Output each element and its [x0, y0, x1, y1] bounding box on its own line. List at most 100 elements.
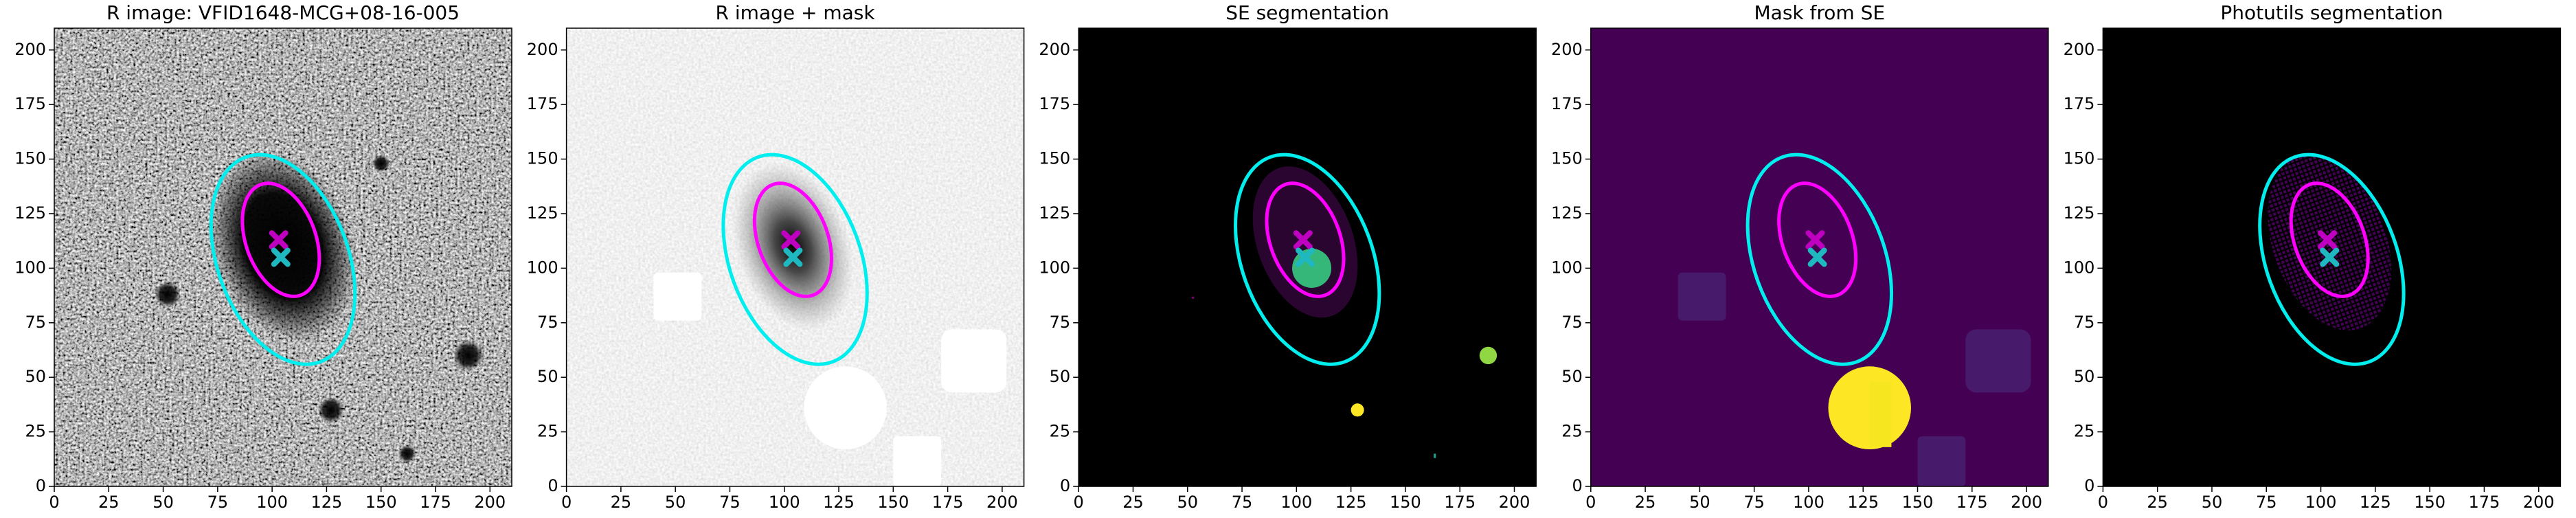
- x-tick-label: 200: [2523, 493, 2555, 512]
- y-tick-label: 0: [547, 476, 558, 495]
- y-tick-label: 175: [14, 94, 46, 113]
- y-tick-label: 50: [1561, 367, 1583, 386]
- x-tick-label: 200: [986, 493, 1018, 512]
- y-tick-label: 125: [527, 203, 558, 223]
- y-tick-label: 100: [1039, 258, 1070, 277]
- panel-title: Photutils segmentation: [2220, 1, 2443, 24]
- aperture-ellipse: [721, 153, 869, 366]
- center-marker: [783, 247, 803, 267]
- x-tick-label: 75: [1232, 493, 1253, 512]
- y-tick-label: 200: [527, 40, 558, 59]
- y-tick-label: 50: [2074, 367, 2095, 386]
- x-tick-label: 75: [207, 493, 229, 512]
- y-tick-label: 200: [14, 40, 46, 59]
- x-tick-label: 175: [1956, 493, 1988, 512]
- y-tick-label: 50: [1050, 367, 1071, 386]
- y-tick-label: 25: [1561, 422, 1583, 441]
- y-tick-label: 0: [2084, 476, 2094, 495]
- center-marker: [2318, 230, 2338, 250]
- y-tick-label: 50: [537, 367, 558, 386]
- x-tick-label: 175: [1444, 493, 1476, 512]
- y-tick-label: 150: [2064, 149, 2095, 168]
- center-marker: [781, 230, 801, 250]
- y-tick-label: 125: [14, 203, 46, 223]
- y-tick-label: 175: [1039, 94, 1070, 113]
- x-tick-label: 75: [1743, 493, 1765, 512]
- center-marker: [1296, 247, 1315, 267]
- panel-title: R image + mask: [716, 1, 876, 24]
- panel-title: SE segmentation: [1225, 1, 1389, 24]
- axes-frame: [1590, 27, 2049, 487]
- y-tick-label: 125: [1039, 203, 1070, 223]
- x-tick-label: 50: [665, 493, 686, 512]
- y-tick-label: 200: [2064, 40, 2095, 59]
- x-tick-label: 100: [256, 493, 288, 512]
- center-marker: [1293, 230, 1313, 250]
- x-tick-label: 25: [1122, 493, 1144, 512]
- y-tick-label: 150: [1039, 149, 1070, 168]
- x-tick-label: 0: [49, 493, 59, 512]
- x-tick-label: 200: [2011, 493, 2042, 512]
- y-tick-label: 75: [537, 313, 558, 332]
- x-tick-label: 125: [2360, 493, 2391, 512]
- y-tick-label: 25: [2074, 422, 2095, 441]
- x-tick-label: 25: [2147, 493, 2168, 512]
- y-tick-label: 100: [527, 258, 558, 277]
- y-tick-label: 150: [527, 149, 558, 168]
- y-tick-label: 25: [1050, 422, 1071, 441]
- x-tick-label: 175: [932, 493, 964, 512]
- y-tick-label: 150: [14, 149, 46, 168]
- y-tick-label: 200: [1039, 40, 1070, 59]
- y-tick-label: 175: [527, 94, 558, 113]
- x-tick-label: 125: [1335, 493, 1367, 512]
- aperture-ellipse: [1265, 181, 1346, 298]
- x-tick-label: 75: [719, 493, 741, 512]
- aperture-ellipse: [209, 153, 357, 366]
- x-tick-label: 200: [474, 493, 506, 512]
- x-tick-label: 200: [1499, 493, 1530, 512]
- x-tick-label: 150: [877, 493, 909, 512]
- x-tick-label: 100: [769, 493, 800, 512]
- x-tick-label: 100: [1280, 493, 1312, 512]
- y-tick-label: 100: [1551, 258, 1583, 277]
- x-tick-label: 0: [1074, 493, 1084, 512]
- aperture-ellipse: [2289, 181, 2370, 298]
- y-tick-label: 0: [36, 476, 46, 495]
- y-tick-label: 0: [1572, 476, 1583, 495]
- x-tick-label: 50: [152, 493, 174, 512]
- axes-frame: [2102, 27, 2562, 487]
- x-tick-label: 175: [2468, 493, 2500, 512]
- center-marker: [271, 247, 291, 267]
- x-tick-label: 125: [823, 493, 855, 512]
- x-tick-label: 50: [1689, 493, 1710, 512]
- aperture-ellipse: [752, 181, 833, 298]
- axes-frame: [54, 27, 512, 487]
- x-tick-label: 150: [2414, 493, 2445, 512]
- x-tick-label: 0: [2098, 493, 2108, 512]
- x-tick-label: 125: [1847, 493, 1879, 512]
- y-tick-label: 100: [14, 258, 46, 277]
- x-tick-label: 25: [98, 493, 120, 512]
- x-tick-label: 75: [2256, 493, 2277, 512]
- image: [1078, 28, 1537, 486]
- axes-frame: [565, 27, 1025, 487]
- aperture-ellipse: [2258, 153, 2406, 366]
- center-marker: [1805, 230, 1825, 250]
- y-tick-label: 25: [25, 422, 46, 441]
- y-tick-label: 50: [25, 367, 46, 386]
- y-tick-label: 75: [2074, 313, 2095, 332]
- center-marker: [269, 230, 289, 250]
- panel-title: R image: VFID1648-MCG+08-16-005: [106, 1, 460, 24]
- aperture-ellipse: [1745, 153, 1893, 366]
- y-tick-label: 0: [1060, 476, 1070, 495]
- y-tick-label: 200: [1551, 40, 1583, 59]
- y-tick-label: 75: [25, 313, 46, 332]
- x-tick-label: 100: [1793, 493, 1824, 512]
- x-tick-label: 25: [611, 493, 632, 512]
- y-tick-label: 75: [1561, 313, 1583, 332]
- y-tick-label: 125: [2064, 203, 2095, 223]
- aperture-ellipse: [240, 181, 321, 298]
- center-marker: [2320, 247, 2340, 267]
- x-tick-label: 0: [561, 493, 572, 512]
- y-tick-label: 175: [2064, 94, 2095, 113]
